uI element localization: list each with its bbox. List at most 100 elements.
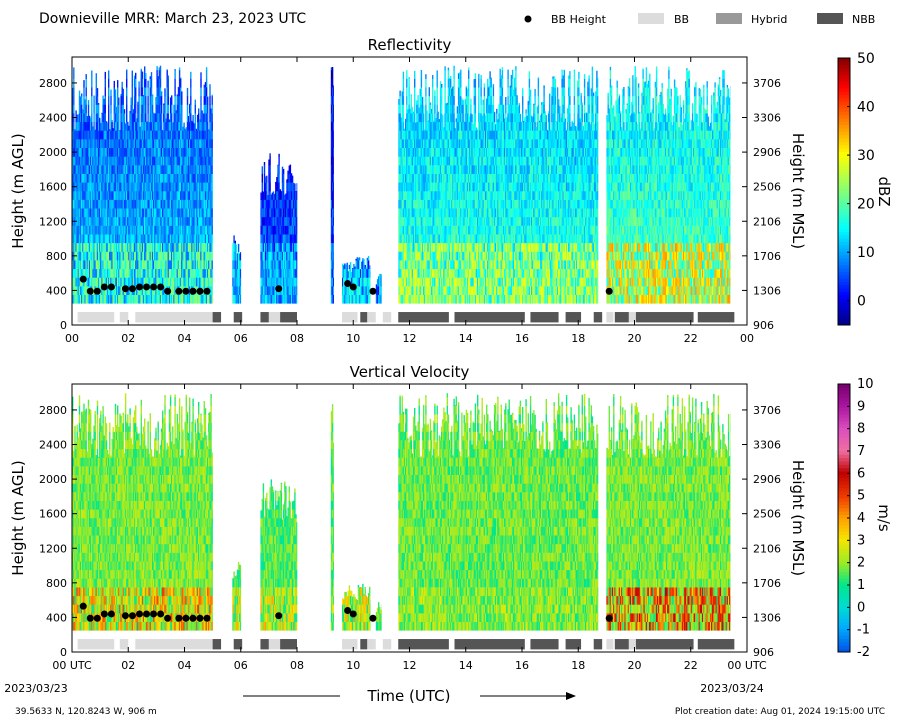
echo-cell <box>432 113 434 123</box>
echo-cell <box>333 208 334 218</box>
echo-cell <box>108 260 110 270</box>
echo-cell <box>109 251 111 261</box>
echo-cell <box>166 95 168 105</box>
echo-cell <box>83 156 85 166</box>
echo-cell <box>408 95 410 105</box>
echo-cell <box>159 191 162 200</box>
echo-cell <box>102 121 104 131</box>
echo-cell <box>87 242 90 252</box>
echo-cell <box>276 260 278 270</box>
echo-cell <box>438 191 441 200</box>
echo-cell <box>147 87 149 97</box>
echo-cell <box>275 234 277 244</box>
echo-cell <box>166 113 168 123</box>
echo-cell <box>95 156 97 166</box>
echo-cell <box>211 242 213 252</box>
echo-cell <box>193 242 195 252</box>
echo-cell <box>79 277 82 287</box>
echo-cell <box>415 156 417 166</box>
echo-cell <box>198 165 200 174</box>
echo-cell <box>191 191 193 200</box>
echo-cell <box>433 242 435 252</box>
echo-cell <box>142 121 145 131</box>
echo-cell <box>186 104 189 114</box>
echo-cell <box>150 173 153 183</box>
echo-cell <box>79 173 82 183</box>
echo-cell <box>202 199 204 209</box>
echo-cell <box>291 251 294 261</box>
echo-cell <box>88 208 91 218</box>
echo-cell <box>135 72 137 79</box>
echo-cell <box>400 182 402 192</box>
echo-cell <box>147 277 149 287</box>
echo-cell <box>113 147 115 157</box>
echo-cell <box>293 286 295 295</box>
echo-cell <box>81 139 83 148</box>
echo-cell <box>421 113 424 123</box>
echo-cell <box>103 286 105 295</box>
echo-cell <box>120 94 122 97</box>
echo-cell <box>450 76 452 79</box>
echo-cell <box>376 294 379 304</box>
echo-cell <box>201 268 203 278</box>
echo-cell <box>136 294 138 304</box>
echo-cell <box>78 173 81 183</box>
echo-cell <box>190 260 192 270</box>
echo-cell <box>131 173 133 183</box>
echo-cell <box>436 130 438 140</box>
echo-cell <box>102 225 104 235</box>
echo-cell <box>417 104 419 114</box>
echo-cell <box>185 251 187 261</box>
echo-cell <box>83 191 85 200</box>
echo-cell <box>190 199 192 209</box>
echo-cell <box>157 216 159 226</box>
echo-cell <box>409 260 411 270</box>
echo-cell <box>434 216 436 226</box>
echo-cell <box>432 277 434 287</box>
echo-cell <box>149 130 151 140</box>
echo-cell <box>76 286 78 295</box>
echo-cell <box>144 286 146 295</box>
echo-cell <box>438 268 441 278</box>
echo-cell <box>331 286 334 295</box>
echo-cell <box>142 139 145 148</box>
echo-cell <box>102 113 104 123</box>
echo-cell <box>191 251 193 261</box>
echo-cell <box>100 286 102 295</box>
echo-cell <box>82 130 84 140</box>
echo-cell <box>112 208 114 218</box>
echo-cell <box>278 156 280 166</box>
echo-cell <box>118 216 120 226</box>
echo-cell <box>135 260 137 270</box>
echo-cell <box>110 121 112 131</box>
echo-cell <box>94 242 96 252</box>
echo-cell <box>275 277 277 287</box>
echo-cell <box>398 216 400 226</box>
echo-cell <box>293 216 295 226</box>
echo-cell <box>294 268 296 278</box>
echo-cell <box>199 191 201 200</box>
echo-cell <box>190 216 192 226</box>
echo-cell <box>112 268 114 278</box>
echo-cell <box>117 139 119 148</box>
echo-cell <box>200 173 202 183</box>
echo-cell <box>268 277 270 287</box>
echo-cell <box>233 251 235 261</box>
echo-cell <box>266 242 268 252</box>
echo-cell <box>97 294 100 304</box>
echo-cell <box>445 173 447 183</box>
echo-cell <box>73 70 75 79</box>
echo-cell <box>135 208 137 218</box>
echo-cell <box>146 216 148 226</box>
echo-cell <box>433 277 435 287</box>
echo-cell <box>91 242 93 252</box>
echo-cell <box>260 208 262 218</box>
echo-cell <box>268 294 270 304</box>
echo-cell <box>202 242 204 252</box>
echo-cell <box>162 156 164 166</box>
echo-cell <box>210 108 212 114</box>
echo-cell <box>408 251 410 261</box>
echo-cell <box>88 242 91 252</box>
echo-cell <box>77 182 79 192</box>
echo-cell <box>165 182 167 192</box>
